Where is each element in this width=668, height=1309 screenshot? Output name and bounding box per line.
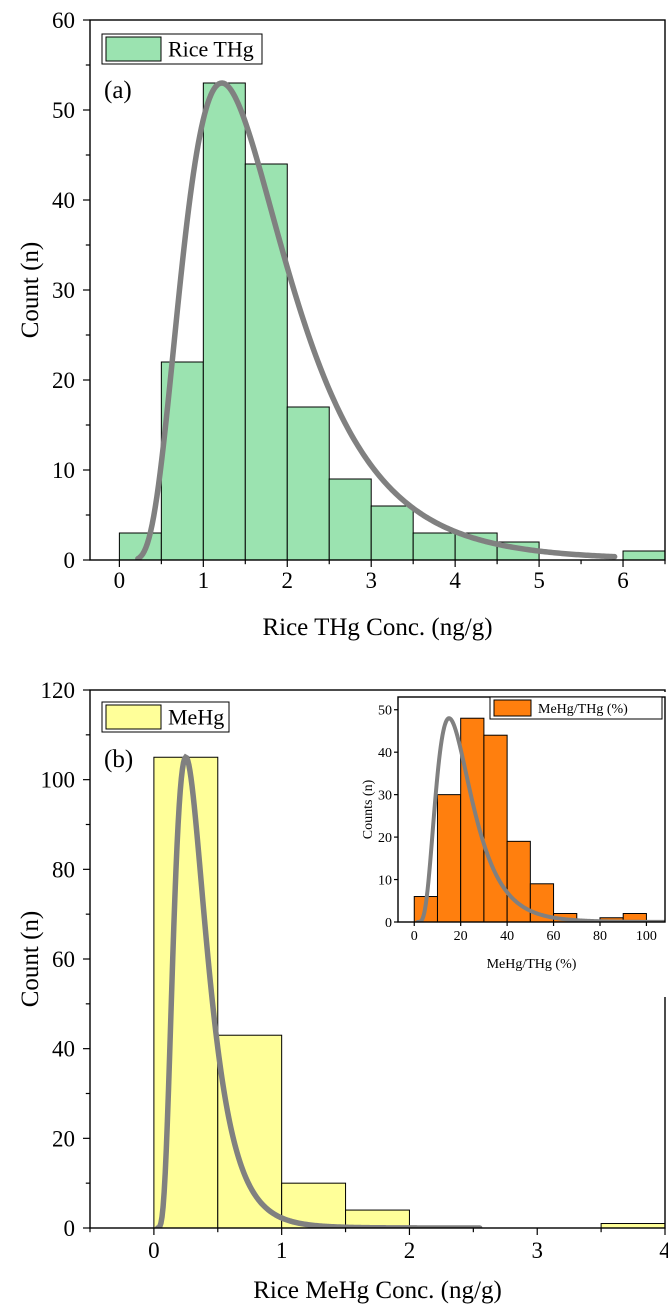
x-tick-label: 60 [547, 929, 561, 944]
y-tick-label: 40 [52, 188, 75, 213]
chart-b-inset: 0 10 20 30 40 50 0 20 40 60 80 100 Counts (n) MeHg/TH… [353, 692, 667, 997]
y-tick-label: 0 [64, 548, 76, 573]
panel-label: (a) [104, 77, 132, 104]
y-tick-label: 20 [378, 831, 392, 846]
legend-label: MeHg/THg (%) [538, 702, 628, 717]
bar [436, 794, 462, 922]
y-tick-label: 30 [52, 278, 75, 303]
bar [622, 550, 665, 560]
y-tick-label: 40 [52, 1037, 75, 1062]
x-tick-label: 3 [365, 568, 377, 593]
bar [370, 505, 414, 560]
y-tick-label: 60 [52, 947, 75, 972]
x-tick-label: 4 [449, 568, 461, 593]
bars [413, 717, 647, 922]
x-tick-label: 1 [198, 568, 210, 593]
legend: MeHg/THg (%) [489, 696, 663, 720]
y-tick-label: 20 [52, 368, 75, 393]
bar [483, 734, 508, 922]
x-tick-label: 6 [617, 568, 629, 593]
legend-swatch [105, 36, 162, 62]
y-tick-label: 60 [52, 8, 75, 33]
y-tick-label: 30 [378, 789, 392, 804]
legend-swatch [493, 699, 532, 717]
x-axis-title: MeHg/THg (%) [487, 957, 577, 972]
y-tick-label: 120 [41, 678, 76, 703]
y-tick-label: 80 [52, 857, 75, 882]
chart-a: 0 10 20 30 40 50 60 0 1 2 3 4 5 6 Count (n) Rice THg Co… [17, 8, 666, 641]
x-tick-label: 2 [404, 1238, 416, 1263]
y-tick-label: 10 [378, 873, 392, 888]
y-axis-title: Count (n) [17, 242, 44, 339]
bar [244, 163, 288, 560]
x-tick-label: 5 [533, 568, 545, 593]
y-tick-label: 50 [52, 98, 75, 123]
legend-box [489, 696, 663, 720]
legend-swatch [105, 704, 162, 730]
legend-label: Rice THg [168, 36, 254, 61]
legend: MeHg [101, 701, 230, 733]
y-axis-title: Counts (n) [361, 779, 376, 839]
legend: Rice THg [101, 33, 263, 65]
y-tick-label: 50 [378, 704, 392, 719]
fit-curve [135, 80, 618, 560]
bar [460, 717, 485, 922]
x-tick-label: 4 [659, 1238, 668, 1263]
bar [202, 82, 246, 560]
bar [286, 406, 330, 560]
x-tick-label: 40 [500, 929, 514, 944]
x-tick-label: 100 [636, 929, 657, 944]
bar [412, 532, 456, 560]
x-tick-label: 0 [114, 568, 126, 593]
bar [328, 478, 372, 560]
legend-label: MeHg [168, 704, 224, 729]
y-tick-label: 0 [385, 916, 392, 931]
x-tick-label: 2 [282, 568, 294, 593]
panel-label: (b) [104, 746, 133, 773]
y-tick-label: 20 [52, 1126, 75, 1151]
y-tick-label: 40 [378, 746, 392, 761]
y-tick-label: 10 [52, 458, 75, 483]
x-tick-label: 3 [531, 1238, 543, 1263]
x-axis-title: Rice THg Conc. (ng/g) [262, 614, 492, 641]
bar [217, 1034, 283, 1228]
x-tick-label: 0 [411, 929, 418, 944]
x-tick-label: 0 [148, 1238, 160, 1263]
x-tick-label: 1 [276, 1238, 288, 1263]
bar [622, 913, 647, 922]
y-axis-title: Count (n) [17, 911, 44, 1008]
x-tick-label: 80 [593, 929, 607, 944]
y-tick-label: 100 [41, 768, 76, 793]
y-tick-label: 0 [64, 1216, 76, 1241]
bars [118, 82, 665, 560]
x-axis-title: Rice MeHg Conc. (ng/g) [253, 1277, 502, 1304]
x-tick-label: 20 [454, 929, 468, 944]
